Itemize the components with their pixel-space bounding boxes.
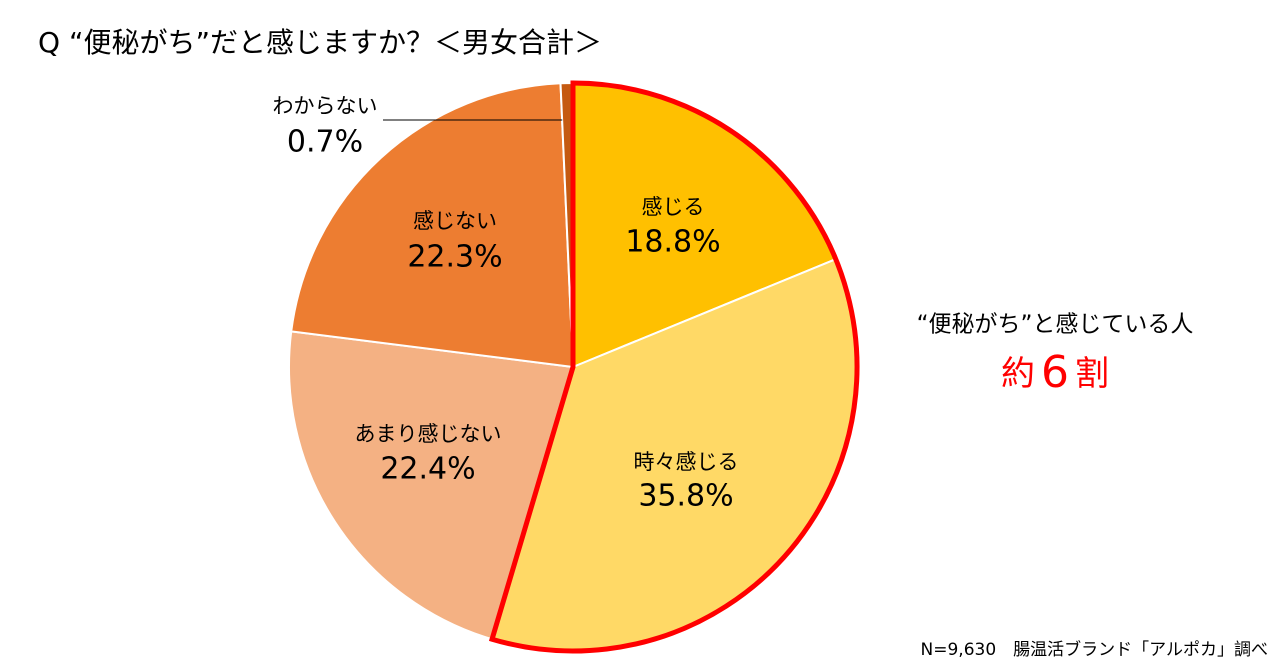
slice-value-label: 18.8% <box>625 225 720 260</box>
slice-value-label: 35.8% <box>638 479 733 514</box>
pie-slice <box>290 82 575 369</box>
chart-title: Q “便秘がち”だと感じますか？＜男女合計＞ <box>38 26 602 59</box>
slice-category-label: 感じない <box>413 209 497 233</box>
source-note: N=9,630 腸温活ブランド「アルポカ」調べ <box>921 639 1268 660</box>
labels: 感じる 18.8% 時々感じる 35.8% あまり感じない 22.4% 感じない 22.3% わ… <box>273 94 739 514</box>
annotation-suffix: 割 <box>1075 354 1109 394</box>
annotation-line1: “便秘がち”と感じている人 <box>917 312 1194 338</box>
slice-category-label: 感じる <box>642 195 705 219</box>
slice-value-label: 22.4% <box>380 452 475 487</box>
highlight-outline <box>488 80 860 654</box>
slice-value-label: 0.7% <box>287 125 363 160</box>
pie <box>288 80 860 654</box>
slice-category-label: わからない <box>273 94 378 118</box>
annotation-prefix: 約 <box>1001 354 1035 394</box>
slice-category-label: あまり感じない <box>355 422 502 446</box>
slice-value-label: 22.3% <box>407 240 502 275</box>
pie-slice <box>288 330 575 641</box>
slice-category-label: 時々感じる <box>634 450 739 474</box>
annotation-number: 6 <box>1041 347 1069 398</box>
